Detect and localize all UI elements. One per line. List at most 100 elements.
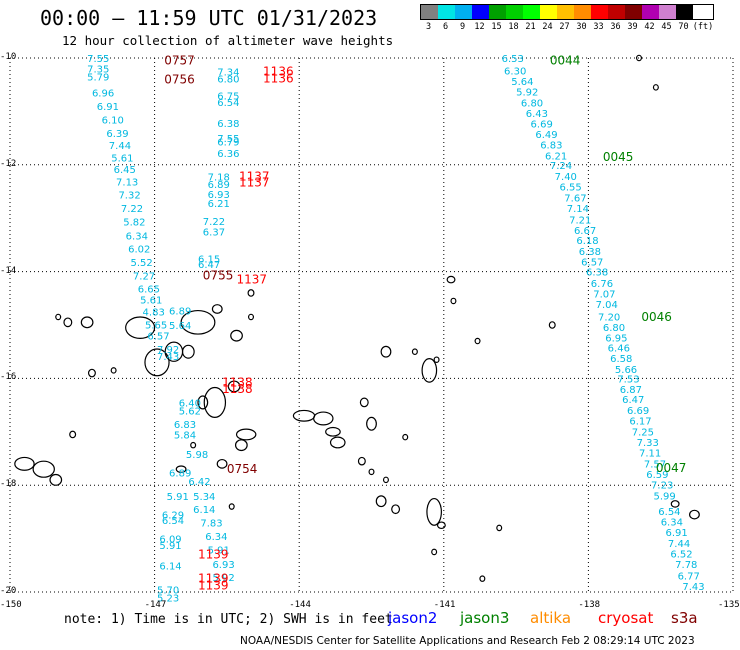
- island-outline: [69, 430, 77, 439]
- pass-time-label: 0044: [550, 54, 581, 68]
- legend-swatch: [676, 5, 693, 19]
- swh-value: 6.89: [208, 180, 230, 191]
- island-outline: [431, 548, 438, 556]
- swh-value: 5.91: [159, 541, 181, 552]
- swh-value: 7.11: [639, 449, 661, 460]
- swh-value: 6.47: [622, 395, 644, 406]
- legend-label: 15: [491, 22, 502, 32]
- swh-value: 6.38: [217, 119, 239, 130]
- legend-swatch: [659, 5, 676, 19]
- swh-value: 6.77: [678, 571, 700, 582]
- legend-swatch: [455, 5, 472, 19]
- swh-value: 6.47: [198, 260, 220, 271]
- x-tick-label: -150: [0, 600, 22, 610]
- x-tick-label: -141: [433, 600, 456, 610]
- island-outline: [164, 341, 184, 362]
- pass-time-label: 1136: [263, 64, 294, 78]
- swh-value: 6.49: [535, 130, 557, 141]
- x-tick-label: -138: [578, 600, 601, 610]
- swh-value: 7.67: [564, 193, 586, 204]
- swh-value: 5.61: [111, 153, 133, 164]
- satellite-altika: altika: [530, 609, 572, 627]
- island-outline: [357, 456, 366, 466]
- island-outline: [402, 433, 409, 441]
- island-outline: [125, 316, 156, 339]
- swh-value: 6.40: [179, 398, 201, 409]
- swh-value: 6.38: [586, 268, 608, 279]
- swh-value: 6.30: [504, 66, 526, 77]
- color-legend: 3 6 9 12 15 18 21 24 27 30 33 36 39 42 45 70 (ft): [420, 4, 714, 32]
- island-outline: [234, 439, 248, 452]
- swh-value: 6.15: [198, 254, 220, 265]
- swh-value: 6.37: [203, 228, 225, 239]
- island-outline: [421, 358, 438, 383]
- swh-value: 5.91: [208, 545, 230, 556]
- pass-time-label: 1137: [237, 273, 268, 287]
- island-outline: [190, 441, 197, 449]
- swh-value: 7.92: [157, 345, 179, 356]
- swh-value: 6.39: [106, 129, 128, 140]
- legend-swatch: [591, 5, 608, 19]
- swh-value: 6.80: [603, 323, 625, 334]
- swh-value: 7.43: [157, 352, 179, 363]
- swh-value: 7.35: [87, 65, 109, 76]
- legend-label: 70: [678, 22, 689, 32]
- pass-time-label: 1139: [198, 548, 229, 562]
- legend-label: 39: [627, 22, 638, 32]
- legend-label: 33: [593, 22, 604, 32]
- island-outline: [227, 380, 241, 393]
- pass-time-label: 1139: [198, 579, 229, 593]
- legend-swatch: [642, 5, 659, 19]
- swh-value: 5.62: [179, 406, 201, 417]
- legend-label: 36: [610, 22, 621, 32]
- swh-value: 6.87: [620, 385, 642, 396]
- note-text: note: 1) Time is in UTC; 2) SWH is in fe…: [64, 612, 393, 627]
- island-outline: [228, 503, 235, 510]
- island-outline: [366, 416, 377, 431]
- swh-value: 6.38: [579, 247, 601, 258]
- swh-value: 7.33: [637, 438, 659, 449]
- swh-value: 6.69: [531, 120, 553, 131]
- swh-value: 5.52: [131, 258, 153, 269]
- legend-swatch: [523, 5, 540, 19]
- island-outline: [247, 313, 255, 321]
- swh-value: 6.10: [102, 115, 124, 126]
- swh-value: 7.78: [675, 560, 697, 571]
- swh-value: 4.83: [143, 308, 165, 319]
- swh-value: 6.55: [559, 183, 581, 194]
- y-tick-label: -20: [0, 586, 17, 596]
- pass-time-label: 0047: [656, 461, 687, 475]
- island-outline: [382, 476, 389, 484]
- legend-label: 9: [459, 22, 466, 32]
- pass-time-label: 1139: [198, 572, 229, 586]
- island-outline: [175, 465, 187, 473]
- island-outline: [436, 521, 446, 530]
- swh-value: 6.34: [661, 518, 683, 529]
- island-outline: [433, 356, 440, 363]
- island-outline: [49, 473, 63, 486]
- legend-label: 42: [644, 22, 655, 32]
- swh-value: 6.21: [208, 199, 230, 210]
- island-outline: [446, 275, 456, 284]
- swh-value: 7.22: [121, 204, 143, 215]
- pass-time-label: 1137: [239, 175, 270, 189]
- island-outline: [391, 504, 401, 515]
- pass-time-label: 1137: [239, 170, 270, 184]
- y-tick-label: -16: [0, 372, 17, 383]
- y-tick-label: -12: [0, 158, 17, 169]
- swh-value: 5.66: [615, 365, 637, 376]
- island-outline: [216, 458, 228, 469]
- swh-value: 6.89: [169, 307, 191, 318]
- island-outline: [670, 500, 680, 508]
- swh-value: 5.91: [167, 492, 189, 503]
- legend-swatch: [421, 5, 438, 19]
- y-tick-label: -14: [0, 265, 17, 276]
- legend-label: 45: [661, 22, 672, 32]
- legend-label: 3: [425, 22, 432, 32]
- swh-value: 6.57: [147, 332, 169, 343]
- legend-label: 6: [442, 22, 449, 32]
- legend-swatch: [438, 5, 455, 19]
- swh-value: 6.79: [217, 137, 239, 148]
- swh-value: 5.92: [516, 88, 538, 99]
